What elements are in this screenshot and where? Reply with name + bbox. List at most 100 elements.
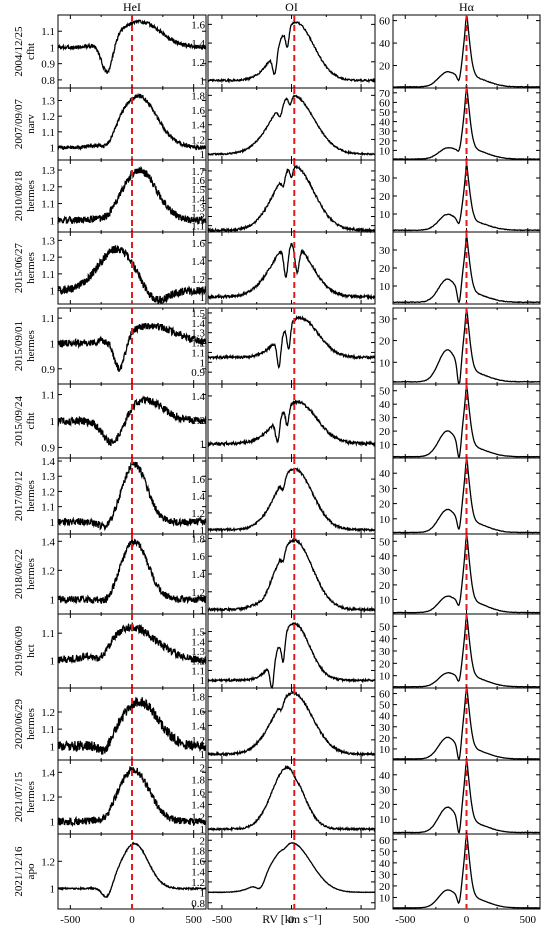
y-tick-label: 1.2 — [41, 565, 55, 577]
x-tick-label: 500 — [520, 914, 537, 925]
y-tick-label: 10 — [379, 892, 391, 904]
row-date-label: 2021/12/16 — [13, 846, 25, 897]
row-instrument-label: hermes — [25, 180, 37, 212]
panel-frame — [207, 14, 376, 89]
x-tick-label: 0 — [464, 914, 470, 925]
y-tick-label: 20 — [379, 658, 391, 670]
y-tick-label: 20 — [379, 733, 391, 745]
y-tick-label: 1.1 — [41, 390, 55, 402]
panel-frame — [207, 687, 376, 761]
y-tick-label: 1.8 — [191, 692, 205, 704]
y-tick-label: 30 — [379, 483, 391, 495]
x-tick-label: -500 — [395, 914, 416, 925]
y-tick-label: 1.1 — [41, 199, 55, 211]
y-tick-label: 1.4 — [41, 767, 55, 779]
y-tick-label: 1.2 — [41, 111, 55, 123]
y-tick-label: 20 — [379, 799, 391, 811]
y-tick-label: 1.6 — [191, 238, 205, 250]
y-tick-label: 0.9 — [191, 367, 205, 379]
y-tick-label: 60 — [379, 97, 391, 109]
y-tick-label: 1.5 — [191, 627, 205, 639]
y-tick-label: 1.8 — [191, 90, 205, 102]
y-tick-label: 30 — [379, 785, 391, 797]
y-tick-label: 1 — [50, 42, 56, 54]
y-tick-label: 1 — [200, 439, 206, 451]
panel-ha: 10 20 30 — [379, 231, 541, 305]
panel-hei: 1 1.1 1.2 1.3 — [41, 87, 207, 161]
y-tick-label: 1 — [50, 286, 56, 298]
y-tick-label: 1.2 — [41, 856, 55, 868]
panel-oi: 11.11.21.31.41.5 — [191, 613, 376, 690]
panel-grid: 2004/12/25 cfht0.80.911.111.21.41.6204060… — [13, 14, 541, 925]
panel-row-2021-12-16: 2021/12/16 apo11.20.811.21.41.61.82102030… — [13, 831, 541, 910]
panel-oi: 1 1.2 1.4 1.6 1.8 — [191, 533, 376, 617]
y-tick-label: 40 — [379, 770, 391, 782]
row-instrument-label: cfht — [25, 43, 37, 60]
panel-row-2019-06-09: 2019/06/09 hct11.111.11.21.31.41.51020304… — [13, 613, 541, 690]
panel-hei: 1 1.1 1.2 1.3 — [41, 231, 207, 305]
row-date-label: 2020/06/29 — [13, 698, 25, 749]
panel-oi: 1 1.2 1.4 1.6 — [191, 457, 376, 537]
y-tick-label: 1.2 — [191, 656, 205, 668]
panel-hei: 0.8 0.9 1 1.1 — [41, 14, 207, 89]
y-tick-label: 1 — [50, 338, 56, 350]
row-instrument-label: hermes — [25, 330, 37, 362]
y-tick-label: 1.4 — [191, 569, 205, 581]
spectrum-line-hei — [57, 621, 207, 665]
panel-hei: 11.2 — [41, 833, 207, 910]
y-tick-label: 1.4 — [41, 456, 55, 468]
y-tick-label: 1.4 — [191, 491, 205, 503]
panel-oi: 0.911.11.21.31.41.5 — [191, 307, 376, 385]
y-tick-label: 1.4 — [191, 867, 205, 879]
y-tick-label: 1.4 — [191, 391, 205, 403]
y-tick-label: 20 — [379, 61, 391, 73]
y-tick-label: 1.5 — [191, 184, 205, 196]
y-tick-label: 70 — [379, 88, 391, 100]
y-tick-label: 20 — [379, 426, 391, 438]
panel-ha: 10 20 30 — [379, 307, 541, 385]
row-date-label: 2021/07/15 — [13, 771, 25, 822]
y-tick-label: 60 — [379, 689, 391, 701]
x-axis-label: RV [km s⁻¹] — [262, 912, 321, 925]
y-tick-label: 50 — [379, 621, 391, 633]
y-tick-label: 1.8 — [191, 533, 205, 545]
y-tick-label: 30 — [379, 869, 391, 881]
panel-frame — [207, 87, 376, 161]
y-tick-label: 1.2 — [191, 212, 205, 224]
y-tick-label: 1.6 — [191, 787, 205, 799]
y-tick-label: 1 — [50, 884, 56, 896]
y-tick-label: 20 — [379, 499, 391, 511]
y-tick-label: 1.4 — [191, 120, 205, 132]
spectrum-line-hei — [57, 696, 207, 755]
y-tick-label: 30 — [379, 314, 391, 326]
row-date-label: 2017/09/12 — [13, 471, 25, 521]
y-tick-label: 1.2 — [191, 57, 205, 69]
y-tick-label: 0.9 — [41, 59, 55, 71]
row-date-label: 2015/09/01 — [13, 321, 25, 371]
column-headers: HeI OI Hα — [123, 0, 475, 14]
panel-oi: 0.811.21.41.61.82 — [191, 833, 376, 910]
y-tick-label: 1.1 — [41, 127, 55, 139]
panel-hei: 11.1 — [41, 613, 207, 689]
y-tick-label: 50 — [379, 846, 391, 858]
spectrum-line-oi — [207, 690, 376, 757]
y-tick-label: 1 — [50, 594, 56, 606]
y-tick-label: 60 — [379, 16, 391, 28]
y-tick-label: 1.6 — [191, 105, 205, 117]
y-tick-label: 10 — [379, 514, 391, 526]
panel-row-2007-09-07: 2007/09/07 narv 1 1.1 1.2 1.3 1 1.2 1.4 1.6 1.8 102… — [13, 85, 541, 161]
y-tick-label: 40 — [379, 117, 391, 129]
panel-ha: 10 20 30 40 50 — [379, 533, 541, 615]
y-tick-label: 0.8 — [191, 898, 205, 910]
y-tick-label: 40 — [379, 38, 391, 50]
y-tick-label: 40 — [379, 634, 391, 646]
y-tick-label: 1 — [200, 357, 206, 369]
y-tick-label: 20 — [379, 881, 391, 893]
x-tick-label: 0 — [289, 914, 295, 925]
panel-ha: 10 20 30 40 — [379, 759, 541, 835]
y-tick-label: 1.6 — [191, 706, 205, 718]
y-tick-label: 1 — [200, 292, 206, 304]
x-tick-label: -500 — [60, 914, 81, 925]
